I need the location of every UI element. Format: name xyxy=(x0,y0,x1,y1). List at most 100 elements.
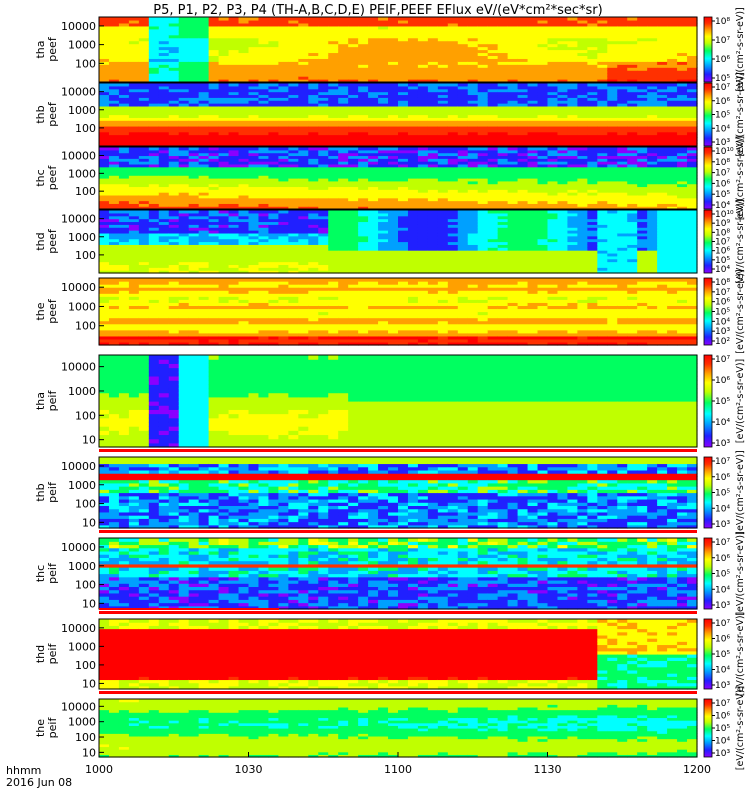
panel-product-label: peef xyxy=(46,36,59,62)
spectrogram-cell xyxy=(249,147,260,150)
spectrogram-cell xyxy=(597,83,608,86)
spectrogram-cell xyxy=(278,83,289,86)
spectrogram-cell xyxy=(288,83,299,86)
spectrogram-cell xyxy=(368,210,379,213)
spectrogram-cell xyxy=(368,83,379,86)
spectrogram-cell xyxy=(179,210,190,213)
spectrogram-cell xyxy=(478,210,489,213)
spectrogram-cell xyxy=(408,210,419,213)
spectrogram-cell xyxy=(398,147,409,150)
colorbar xyxy=(704,147,712,209)
spectrogram-cell xyxy=(179,147,190,150)
spectrogram-cell xyxy=(229,17,240,21)
spectrogram-cell xyxy=(687,17,698,21)
spectrogram-cell xyxy=(109,83,120,86)
spectrogram-cell xyxy=(597,147,608,150)
spectrogram-cell xyxy=(677,83,688,86)
spectrogram-cell xyxy=(99,83,110,86)
spectrogram-cell xyxy=(548,83,559,86)
spectrogram-cell xyxy=(169,147,180,150)
colorbar xyxy=(704,83,712,146)
spectrogram-cell xyxy=(129,210,140,213)
spectrogram-cell xyxy=(298,147,309,150)
spectrogram-cell xyxy=(149,83,160,86)
spectrogram-cell xyxy=(518,210,529,213)
spectrogram-cell xyxy=(358,147,369,150)
colorbar-tick-label: 10⁷ xyxy=(715,83,730,93)
spectrogram-cell xyxy=(388,210,399,213)
spectrogram-cell xyxy=(657,147,668,150)
spectrogram-cell xyxy=(338,147,349,150)
y-tick-label: 100 xyxy=(75,57,96,70)
spectrogram-cell xyxy=(348,17,359,21)
spectrogram-cell xyxy=(199,147,210,150)
spectrogram-cell xyxy=(627,147,638,150)
spectrogram-cell xyxy=(627,83,638,86)
spectrogram-cell xyxy=(209,83,220,86)
spectrogram-cell xyxy=(298,83,309,86)
spectrogram-cell xyxy=(448,17,459,21)
spectrogram-cell xyxy=(159,83,170,86)
spectrogram-cell xyxy=(468,17,479,21)
spectrogram-cell xyxy=(567,17,578,21)
spectrogram-cell xyxy=(687,83,698,86)
colorbar-tick-label: 10⁶ xyxy=(715,179,730,189)
spectrogram-cell xyxy=(448,83,459,86)
spectrogram-cell xyxy=(288,17,299,21)
y-tick-label: 10000 xyxy=(61,20,96,33)
spectrogram-cell xyxy=(617,147,628,150)
spectrogram-cell xyxy=(518,83,529,86)
spectrogram-cell xyxy=(338,210,349,213)
spectrogram-cell xyxy=(199,83,210,86)
spectrogram-cell xyxy=(348,83,359,86)
spectrogram-cell xyxy=(179,17,190,21)
spectrogram-cell xyxy=(528,17,539,21)
spectrogram-cell xyxy=(458,147,469,150)
spectrogram-cell xyxy=(488,17,499,21)
spectrogram-cell xyxy=(119,83,130,86)
spectrogram-cell xyxy=(647,147,658,150)
spectrogram-cell xyxy=(278,210,289,213)
spectrogram-cell xyxy=(607,83,618,86)
spectrogram-cell xyxy=(159,17,170,21)
spectrogram-cell xyxy=(647,83,658,86)
spectrogram-cell xyxy=(398,210,409,213)
spectrogram-cell xyxy=(139,147,150,150)
spectrogram-cell xyxy=(328,147,339,150)
spectrogram-cell xyxy=(169,17,180,21)
y-tick-label: 10000 xyxy=(61,150,96,163)
panel-product-label: peef xyxy=(46,101,59,127)
spectrogram-cell xyxy=(478,83,489,86)
spectrogram-cell xyxy=(348,147,359,150)
spectrogram-cell xyxy=(328,210,339,213)
spectrogram-cell xyxy=(298,210,309,213)
spectrogram-cell xyxy=(189,83,200,86)
spectrogram-cell xyxy=(308,210,319,213)
spectrogram-cell xyxy=(617,83,628,86)
spectrogram-cell xyxy=(209,17,220,21)
colorbar-tick-label: 10⁷ xyxy=(715,169,730,179)
colorbar-tick-label: 10⁸ xyxy=(715,17,730,27)
spectrogram-cell xyxy=(518,147,529,150)
spectrogram-cell xyxy=(528,147,539,150)
spectrogram-cell xyxy=(139,17,150,21)
spectrogram-cell xyxy=(239,83,250,86)
spectrogram-cell xyxy=(657,83,668,86)
spectrogram-cell xyxy=(428,17,439,21)
spectrogram-cell xyxy=(258,147,269,150)
spectrogram-cell xyxy=(557,83,568,86)
spectrogram-cell xyxy=(528,210,539,213)
spectrogram-cell xyxy=(268,83,279,86)
y-tick-label: 10000 xyxy=(61,86,96,99)
spectrogram-cell xyxy=(288,147,299,150)
spectrogram-cell xyxy=(169,83,180,86)
spectrogram-cell xyxy=(478,17,489,21)
spectrogram-cell xyxy=(219,147,230,150)
spectrogram-cell xyxy=(308,83,319,86)
spectrogram-cell xyxy=(498,210,509,213)
spectrogram-cell xyxy=(438,147,449,150)
